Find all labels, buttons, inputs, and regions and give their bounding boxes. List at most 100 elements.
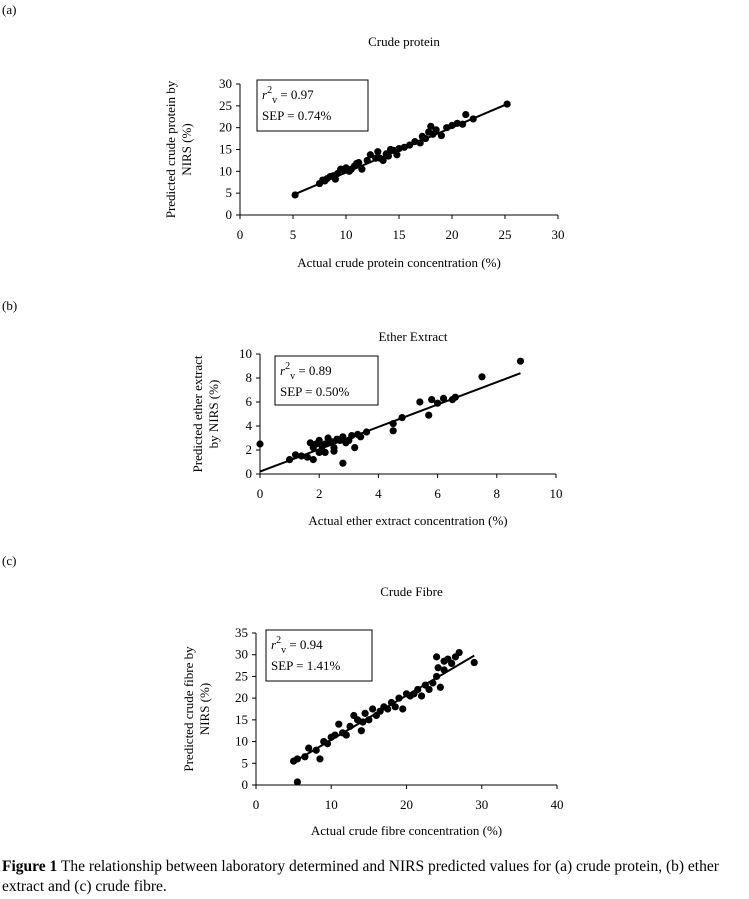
annotation-sub: v: [281, 645, 286, 656]
y-tick-label: 10: [235, 734, 248, 749]
x-tick-label: 30: [475, 797, 488, 812]
data-point: [455, 648, 463, 657]
y-tick-label: 5: [242, 755, 249, 770]
annotation-symbol: r: [262, 87, 268, 102]
y-tick-label: 0: [246, 466, 253, 481]
data-point: [428, 396, 436, 404]
data-point: [305, 744, 313, 752]
y-tick-label: 0: [242, 777, 249, 792]
panel-label: (a): [2, 2, 16, 17]
annotation-sup: 2: [267, 85, 272, 96]
data-point: [351, 444, 359, 452]
annotation-text: SEP = 0.74%: [262, 108, 332, 123]
annotation-symbol: r: [280, 363, 286, 378]
data-point: [399, 705, 407, 713]
data-point: [389, 427, 397, 435]
y-axis-label: NIRS (%): [197, 683, 212, 735]
y-axis-label: Predicted ether extract: [190, 355, 205, 472]
y-tick-label: 35: [235, 625, 248, 640]
x-tick-label: 10: [325, 797, 338, 812]
data-point: [339, 459, 347, 467]
data-point: [330, 447, 338, 455]
panel-label: (c): [2, 553, 16, 568]
annotation-symbol: r: [271, 637, 277, 652]
fit-line: [293, 654, 475, 763]
figure: (a) Crude protein Actual crude protein con…: [2, 2, 565, 838]
x-tick-label: 0: [257, 486, 264, 501]
x-axis-label: Actual crude protein concentration (%): [297, 255, 501, 270]
panel-label: (b): [2, 298, 17, 313]
annotation: r2v = 0.89: [280, 361, 332, 382]
y-tick-label: 2: [246, 442, 253, 457]
x-tick-label: 30: [552, 227, 565, 242]
data-point: [366, 151, 374, 159]
x-axis-label: Actual crude fibre concentration (%): [311, 823, 502, 838]
data-point: [335, 720, 343, 728]
data-point: [462, 110, 470, 119]
data-point: [393, 151, 401, 159]
chart-title: Ether Extract: [379, 329, 448, 344]
annotation-sup: 2: [285, 361, 290, 372]
annotation-sub: v: [290, 371, 295, 382]
data-point: [425, 685, 433, 694]
y-tick-label: 20: [235, 690, 248, 705]
annotation-text: = 0.94: [286, 637, 323, 652]
annotation: r2v = 0.97: [262, 85, 314, 106]
y-tick-label: 10: [239, 346, 252, 361]
data-point: [369, 705, 377, 713]
annotation-box: [265, 629, 373, 682]
y-tick-label: 8: [246, 370, 253, 385]
data-point: [379, 156, 387, 165]
y-tick-label: 15: [219, 142, 232, 157]
x-tick-label: 10: [340, 227, 353, 242]
y-tick-label: 15: [235, 712, 248, 727]
y-tick-label: 30: [235, 647, 248, 662]
x-tick-label: 4: [375, 486, 382, 501]
data-point: [374, 148, 382, 156]
y-tick-label: 6: [246, 394, 253, 409]
y-tick-label: 25: [235, 668, 248, 683]
data-point: [321, 448, 329, 456]
x-tick-label: 6: [434, 486, 441, 501]
y-axis-label: by NIRS (%): [206, 380, 221, 449]
annotation-sub: v: [272, 95, 277, 106]
data-point: [417, 692, 426, 700]
annotation: SEP = 1.41%: [271, 658, 341, 673]
data-point: [439, 394, 448, 402]
annotation-sup: 2: [276, 635, 281, 646]
x-tick-label: 20: [400, 797, 413, 812]
data-point: [361, 709, 369, 717]
x-tick-label: 15: [393, 227, 406, 242]
annotation-box: [274, 355, 379, 406]
caption: Figure 1 The relationship between labora…: [2, 857, 749, 897]
data-point: [309, 456, 317, 464]
x-tick-label: 10: [550, 486, 563, 501]
data-point: [425, 411, 433, 419]
y-tick-label: 25: [219, 98, 232, 113]
y-axis-label: Predicted crude protein by: [163, 80, 178, 218]
annotation-text: SEP = 0.50%: [280, 384, 350, 399]
fit-line: [294, 103, 508, 195]
x-axis-label: Actual ether extract concentration (%): [308, 513, 507, 528]
x-tick-label: 25: [499, 227, 512, 242]
data-point: [256, 440, 264, 448]
y-tick-label: 30: [219, 76, 232, 91]
data-point: [416, 398, 424, 406]
annotation-text: SEP = 1.41%: [271, 658, 341, 673]
data-point: [342, 731, 350, 739]
data-point: [448, 659, 456, 668]
y-tick-label: 20: [219, 120, 232, 135]
x-tick-label: 5: [290, 227, 297, 242]
x-tick-label: 2: [316, 486, 323, 501]
annotation-text: = 0.89: [295, 363, 332, 378]
data-point: [436, 683, 444, 691]
data-point: [434, 664, 442, 672]
y-tick-label: 10: [219, 163, 232, 178]
caption-label: Figure 1: [2, 858, 58, 875]
y-axis-label: Predicted crude fibre by: [181, 646, 196, 772]
x-tick-label: 0: [253, 797, 260, 812]
annotation: r2v = 0.94: [271, 635, 323, 656]
data-point: [355, 159, 363, 167]
y-tick-label: 5: [226, 185, 233, 200]
